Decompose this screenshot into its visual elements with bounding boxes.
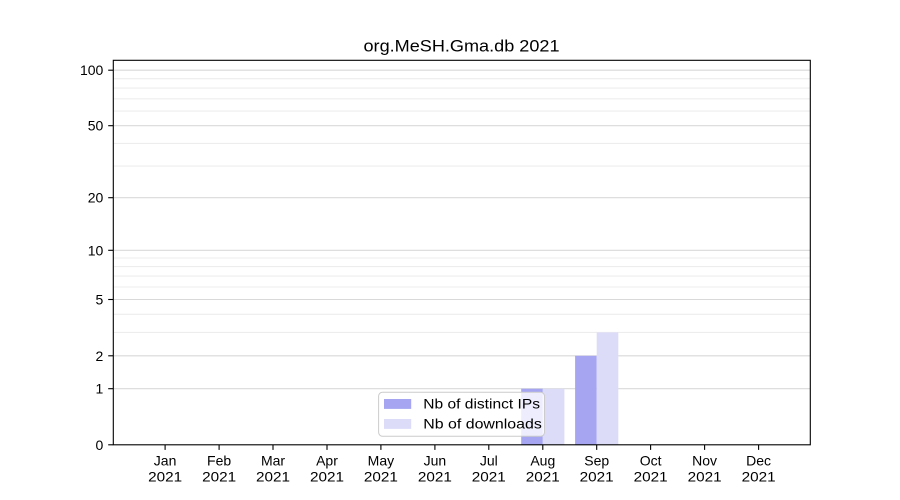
svg-text:2021: 2021	[742, 469, 776, 485]
svg-text:2021: 2021	[148, 469, 182, 485]
svg-text:org.MeSH.Gma.db 2021: org.MeSH.Gma.db 2021	[364, 36, 560, 55]
svg-text:Feb: Feb	[207, 453, 231, 469]
svg-text:2021: 2021	[202, 469, 236, 485]
svg-text:Jan: Jan	[154, 453, 177, 469]
svg-text:Dec: Dec	[746, 453, 771, 469]
svg-text:Aug: Aug	[530, 453, 555, 469]
svg-text:1: 1	[96, 381, 104, 397]
svg-text:2021: 2021	[418, 469, 452, 485]
svg-text:Oct: Oct	[640, 453, 662, 469]
svg-text:Sep: Sep	[584, 453, 609, 469]
svg-text:Mar: Mar	[261, 453, 285, 469]
svg-text:2021: 2021	[688, 469, 722, 485]
svg-text:20: 20	[88, 190, 104, 206]
svg-text:Nb of distinct IPs: Nb of distinct IPs	[423, 396, 540, 412]
svg-text:2021: 2021	[364, 469, 398, 485]
svg-text:0: 0	[96, 437, 104, 453]
svg-text:50: 50	[88, 118, 104, 134]
svg-text:2021: 2021	[256, 469, 290, 485]
svg-text:May: May	[368, 453, 394, 469]
svg-text:5: 5	[96, 292, 104, 308]
svg-text:Apr: Apr	[316, 453, 338, 469]
svg-text:2021: 2021	[310, 469, 344, 485]
svg-text:Jun: Jun	[424, 453, 447, 469]
svg-text:2: 2	[96, 348, 104, 364]
svg-text:100: 100	[80, 62, 104, 78]
svg-text:Nb of downloads: Nb of downloads	[423, 416, 542, 432]
svg-text:2021: 2021	[580, 469, 614, 485]
svg-text:10: 10	[88, 242, 104, 258]
svg-text:Jul: Jul	[480, 453, 498, 469]
svg-text:2021: 2021	[526, 469, 560, 485]
svg-text:2021: 2021	[472, 469, 506, 485]
svg-text:2021: 2021	[634, 469, 668, 485]
svg-text:Nov: Nov	[692, 453, 717, 469]
